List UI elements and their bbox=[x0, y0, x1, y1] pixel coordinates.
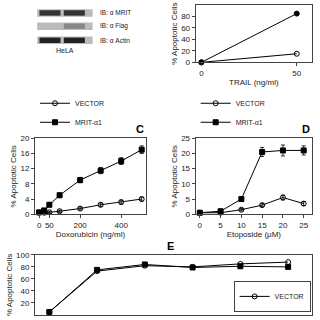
svg-text:IB: α MRIT: IB: α MRIT bbox=[100, 9, 131, 16]
svg-text:E: E bbox=[167, 240, 174, 252]
svg-text:4: 4 bbox=[25, 195, 30, 204]
svg-text:IB: α Actin: IB: α Actin bbox=[100, 37, 130, 44]
svg-text:80: 80 bbox=[20, 263, 29, 272]
svg-text:Etoposide (μM): Etoposide (μM) bbox=[227, 230, 282, 239]
svg-text:VECTOR: VECTOR bbox=[275, 293, 304, 300]
svg-text:MRIT-α1: MRIT-α1 bbox=[75, 119, 102, 126]
svg-text:50: 50 bbox=[45, 221, 54, 230]
svg-text:200: 200 bbox=[73, 221, 87, 230]
svg-text:% Apoptotic Cells: % Apoptotic Cells bbox=[5, 254, 14, 316]
svg-text:% Apoptotic Cells: % Apoptotic Cells bbox=[170, 145, 179, 207]
svg-text:25: 25 bbox=[181, 134, 190, 143]
svg-text:20: 20 bbox=[278, 221, 287, 230]
svg-text:MRIT-α1: MRIT-α1 bbox=[236, 119, 263, 126]
svg-text:Doxorubicin (ng/ml): Doxorubicin (ng/ml) bbox=[56, 230, 126, 239]
svg-text:400: 400 bbox=[115, 221, 129, 230]
svg-text:IB: α Flag: IB: α Flag bbox=[100, 22, 128, 30]
svg-text:12: 12 bbox=[20, 164, 29, 173]
svg-text:HeLA: HeLA bbox=[56, 47, 74, 54]
svg-text:15: 15 bbox=[258, 221, 267, 230]
svg-text:5: 5 bbox=[218, 221, 223, 230]
svg-text:60: 60 bbox=[20, 275, 29, 284]
svg-text:40: 40 bbox=[181, 35, 190, 44]
svg-text:40: 40 bbox=[20, 287, 29, 296]
svg-text:20: 20 bbox=[20, 299, 29, 308]
svg-text:60: 60 bbox=[181, 24, 190, 33]
svg-text:% Apoptotic Cells: % Apoptotic Cells bbox=[170, 3, 179, 65]
svg-text:% Apoptotic Cells: % Apoptotic Cells bbox=[9, 145, 18, 207]
svg-text:25: 25 bbox=[299, 221, 308, 230]
svg-text:20: 20 bbox=[20, 134, 29, 143]
svg-text:16: 16 bbox=[20, 149, 29, 158]
svg-text:80: 80 bbox=[181, 12, 190, 21]
svg-text:0: 0 bbox=[37, 221, 42, 230]
svg-text:0: 0 bbox=[186, 210, 191, 219]
svg-text:8: 8 bbox=[25, 180, 30, 189]
svg-text:10: 10 bbox=[181, 180, 190, 189]
svg-text:0: 0 bbox=[25, 210, 30, 219]
svg-text:VECTOR: VECTOR bbox=[236, 100, 265, 107]
svg-text:50: 50 bbox=[292, 69, 301, 78]
svg-text:TRAIL (ng/ml): TRAIL (ng/ml) bbox=[229, 78, 279, 87]
svg-text:VECTOR: VECTOR bbox=[75, 100, 104, 107]
svg-text:20: 20 bbox=[181, 47, 190, 56]
svg-text:10: 10 bbox=[237, 221, 246, 230]
svg-text:C: C bbox=[136, 123, 144, 135]
svg-text:100: 100 bbox=[16, 251, 30, 260]
svg-text:0: 0 bbox=[198, 221, 203, 230]
svg-text:5: 5 bbox=[186, 195, 191, 204]
svg-text:0: 0 bbox=[186, 58, 191, 67]
svg-text:D: D bbox=[302, 123, 310, 135]
svg-text:0: 0 bbox=[199, 69, 204, 78]
svg-text:20: 20 bbox=[181, 149, 190, 158]
svg-text:15: 15 bbox=[181, 164, 190, 173]
